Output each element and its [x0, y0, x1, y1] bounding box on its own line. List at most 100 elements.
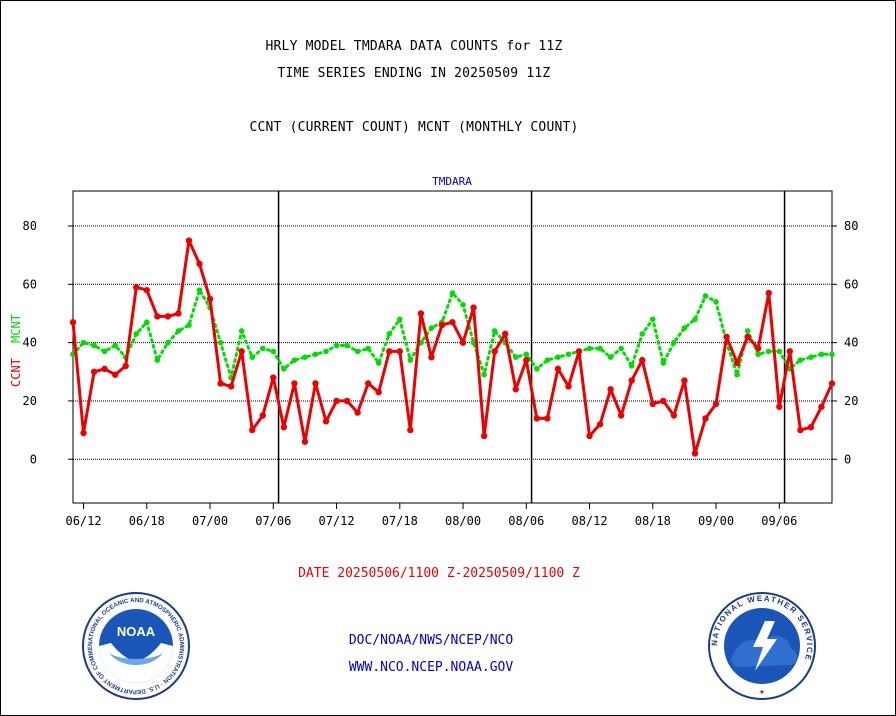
- data-point-ccnt: [101, 365, 108, 373]
- data-point-mcnt: [818, 351, 825, 358]
- data-point-mcnt: [829, 351, 835, 358]
- data-point-ccnt: [259, 412, 266, 419]
- data-point-mcnt: [649, 316, 656, 323]
- data-point-mcnt: [449, 290, 456, 296]
- data-point-mcnt: [797, 357, 804, 363]
- data-point-mcnt: [354, 348, 361, 355]
- data-point-ccnt: [523, 356, 530, 364]
- data-point-ccnt: [733, 359, 741, 367]
- data-point-mcnt: [143, 319, 150, 326]
- x-tick-label: 09/06: [761, 514, 797, 528]
- x-tick-label: 07/12: [318, 514, 354, 528]
- data-point-ccnt: [322, 418, 330, 425]
- data-point-ccnt: [364, 380, 372, 387]
- data-point-ccnt: [786, 348, 794, 355]
- org-path-link[interactable]: DOC/NOAA/NWS/NCEP/NCO: [348, 633, 514, 648]
- data-point-mcnt: [776, 348, 783, 355]
- data-point-ccnt: [807, 423, 815, 431]
- data-point-ccnt: [723, 333, 730, 340]
- data-point-mcnt: [365, 345, 371, 352]
- data-point-ccnt: [175, 310, 182, 317]
- data-point-mcnt: [281, 366, 287, 372]
- x-tick-label: 07/00: [192, 514, 228, 528]
- data-point-mcnt: [460, 301, 466, 308]
- nws-star-icon: ★: [759, 687, 765, 697]
- data-point-mcnt: [660, 360, 667, 366]
- x-tick-label: 06/18: [129, 514, 165, 528]
- y-tick-label-right: 20: [844, 394, 858, 408]
- chart-title-line-1: HRLY MODEL TMDARA DATA COUNTS for 11Z: [265, 39, 563, 54]
- y-tick-label-left: 80: [23, 219, 37, 233]
- data-point-ccnt: [280, 423, 288, 431]
- data-point-ccnt: [417, 310, 425, 317]
- data-point-mcnt: [491, 328, 498, 334]
- data-point-ccnt: [691, 450, 699, 457]
- y-tick-label-right: 40: [844, 336, 858, 350]
- data-point-mcnt: [628, 363, 635, 369]
- y-tick-label-left: 60: [23, 277, 37, 291]
- data-point-ccnt: [217, 380, 224, 387]
- data-point-ccnt: [765, 289, 772, 297]
- data-point-mcnt: [808, 354, 814, 361]
- data-point-ccnt: [111, 371, 119, 378]
- data-point-mcnt: [312, 351, 319, 358]
- data-point-ccnt: [533, 415, 541, 422]
- noaa-logo-icon: NOAA NATIONAL OCEANIC AND ATMOSPHERIC AD…: [81, 591, 190, 700]
- data-point-ccnt: [270, 374, 277, 381]
- axis-layer: 0 0 20 20 40 40 60 60 80 80 06/12 06/18 07/00 07/06 07…: [23, 190, 858, 528]
- data-point-ccnt: [133, 284, 140, 291]
- data-point-mcnt: [196, 287, 203, 293]
- data-point-mcnt: [91, 342, 97, 349]
- data-point-ccnt: [449, 319, 456, 326]
- y-axis-label-mcnt: MCNT: [9, 314, 23, 343]
- data-point-ccnt: [143, 286, 150, 294]
- data-point-mcnt: [165, 339, 171, 346]
- data-point-ccnt: [797, 426, 804, 434]
- data-point-ccnt: [660, 397, 667, 405]
- data-point-ccnt: [333, 397, 340, 405]
- data-point-ccnt: [386, 348, 393, 355]
- data-point-mcnt: [407, 357, 414, 363]
- website-link[interactable]: WWW.NCO.NCEP.NOAA.GOV: [348, 660, 514, 675]
- x-tick-label: 07/06: [255, 514, 291, 528]
- noaa-center-text: NOAA: [117, 624, 156, 639]
- data-point-ccnt: [639, 356, 646, 364]
- data-point-mcnt: [154, 357, 161, 363]
- data-point-ccnt: [744, 333, 751, 340]
- data-point-ccnt: [249, 426, 256, 434]
- chart-title-line-3: CCNT (CURRENT COUNT) MCNT (MONTHLY COUNT…: [249, 120, 579, 135]
- data-point-mcnt: [744, 328, 751, 334]
- data-point-ccnt: [512, 386, 519, 393]
- data-point-mcnt: [428, 325, 435, 331]
- data-point-mcnt: [101, 348, 108, 355]
- data-point-mcnt: [217, 339, 224, 346]
- data-point-ccnt: [565, 383, 572, 390]
- data-point-mcnt: [259, 345, 266, 352]
- data-point-ccnt: [681, 377, 688, 384]
- series-line-ccnt: [71, 239, 834, 455]
- data-point-mcnt: [765, 348, 772, 355]
- data-point-mcnt: [302, 354, 308, 361]
- data-point-mcnt: [755, 351, 762, 358]
- y-axis-label-ccnt: CCNT: [9, 358, 23, 387]
- data-point-mcnt: [555, 354, 561, 361]
- data-point-ccnt: [544, 415, 551, 422]
- data-point-ccnt: [375, 388, 382, 396]
- data-point-ccnt: [491, 348, 498, 355]
- data-point-mcnt: [681, 325, 688, 331]
- data-point-mcnt: [523, 351, 530, 358]
- data-point-ccnt: [206, 295, 214, 303]
- x-tick-label: 09/00: [698, 514, 734, 528]
- data-point-mcnt: [333, 342, 340, 349]
- data-point-ccnt: [712, 400, 720, 408]
- data-point-ccnt: [396, 348, 403, 355]
- data-point-ccnt: [69, 319, 77, 326]
- data-point-mcnt: [186, 322, 192, 328]
- data-point-mcnt: [375, 360, 382, 366]
- data-point-ccnt: [776, 403, 783, 410]
- data-point-ccnt: [238, 348, 245, 355]
- data-point-mcnt: [291, 357, 298, 363]
- data-point-mcnt: [618, 345, 624, 352]
- data-point-mcnt: [249, 354, 256, 361]
